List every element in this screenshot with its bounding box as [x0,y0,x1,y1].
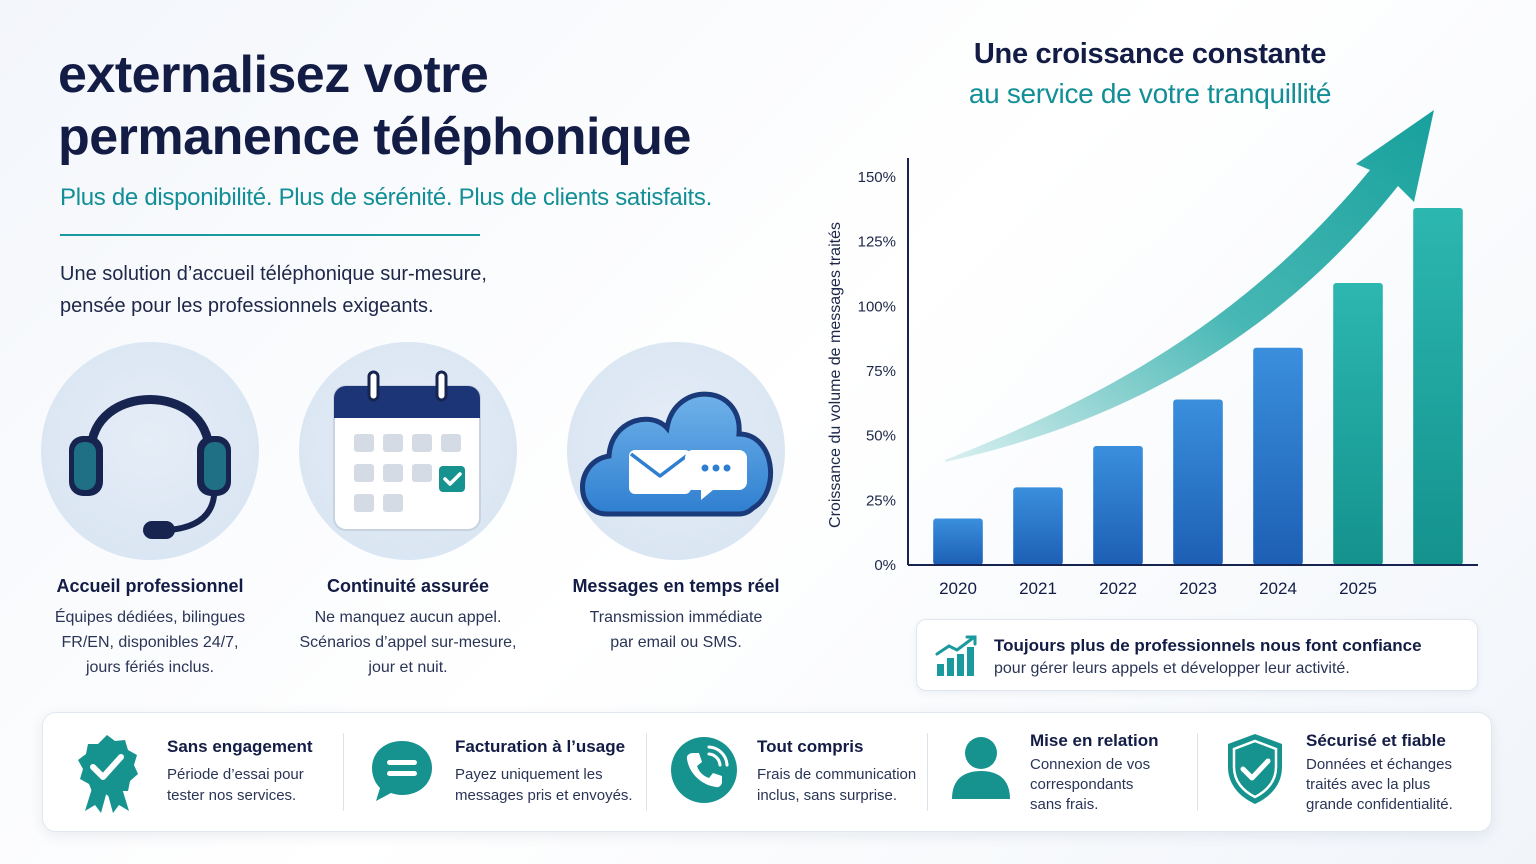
benefit-description: Payez uniquement les messages pris et en… [455,764,640,806]
growth-bar-chart: Croissance du volume de messages traités… [827,110,1478,598]
bar-2022 [1093,446,1143,565]
chart-title: Une croissance constante [973,38,1327,70]
bar-2020 [933,518,983,565]
feature-accueil: Accueil professionnel Équipes dédiées, b… [20,342,280,680]
page-title: externalisez votre permanence téléphoniq… [58,44,778,168]
feature-description: Équipes dédiées, bilingues FR/EN, dispon… [20,605,280,680]
x-tick-label: 2020 [939,579,977,598]
y-axis-label: Croissance du volume de messages traités [827,222,844,528]
benefit-desc-line: grande confidentialité. [1306,796,1453,813]
benefit-securise: Sécurisé et fiable Données et échanges t… [1198,713,1493,833]
trust-text: pour gérer leurs appels et développer le… [994,660,1350,677]
benefit-description: Connexion de vos correspondants sans fra… [1030,755,1190,815]
y-tick-label: 100% [858,298,896,315]
growth-chart-icon [935,635,977,676]
y-tick-label: 75% [866,363,896,380]
benefit-desc-line: traités avec la plus [1306,776,1431,793]
intro-line2: pensée pour les professionnels exigeants… [60,295,434,317]
feature-icon-circle [567,342,785,560]
feature-messages: Messages en temps réel Transmission immé… [546,342,806,655]
benefit-description: Frais de communication inclus, sans surp… [757,764,927,806]
benefit-title: Sécurisé et fiable [1306,731,1446,750]
intro-line1: Une solution d’accueil téléphonique sur-… [60,263,487,285]
chart-subtitle: au service de votre tranquillité [968,78,1332,109]
bar-2025 [1333,283,1383,565]
page-title-line1: externalisez votre [58,46,489,104]
benefit-description: Données et échanges traités avec la plus… [1306,755,1486,815]
feature-desc-line: FR/EN, disponibles 24/7, [61,634,239,651]
benefit-separator [646,733,647,811]
feature-continuite: Continuité assurée Ne manquez aucun appe… [278,342,538,680]
benefit-sans-engagement: Sans engagement Période d’essai pour tes… [43,713,343,833]
x-tick-label: 2021 [1019,579,1057,598]
calendar-icon [333,370,481,531]
header-divider [60,234,480,236]
benefit-desc-line: sans frais. [1030,796,1099,813]
trust-banner: Toujours plus de professionnels nous fon… [916,619,1478,691]
feature-desc-line: jours fériés inclus. [85,659,215,676]
bar-series-7 [1413,208,1463,565]
y-tick-label: 125% [858,234,896,251]
bar-2024 [1253,347,1303,565]
benefit-separator [1197,733,1198,811]
x-tick-label: 2025 [1339,579,1377,598]
page-subtitle: Plus de disponibilité. Plus de sérénité.… [60,184,712,211]
y-tick-label: 25% [866,492,896,509]
bar-2021 [1013,487,1063,565]
benefit-desc-line: Connexion de vos [1030,756,1151,773]
benefit-desc-line: inclus, sans surprise. [757,787,898,804]
feature-description: Ne manquez aucun appel. Scénarios d’appe… [278,605,538,680]
intro-text: Une solution d’accueil téléphonique sur-… [60,258,580,322]
benefit-separator [927,733,928,811]
badge-check-icon [78,735,138,813]
chat-bubble-icon [372,741,432,801]
benefit-title: Mise en relation [1030,731,1159,750]
feature-desc-line: Ne manquez aucun appel. [314,609,502,626]
benefit-title: Tout compris [757,737,864,756]
feature-desc-line: jour et nuit. [368,659,448,676]
trust-title: Toujours plus de professionnels nous fon… [994,636,1422,655]
x-tick-label: 2024 [1259,579,1297,598]
benefit-tout-compris: Tout compris Frais de communication incl… [647,713,927,833]
bar-2023 [1173,399,1223,565]
benefit-facturation: Facturation à l’usage Payez uniquement l… [344,713,644,833]
y-tick-label: 150% [858,169,896,186]
feature-description: Transmission immédiate par email ou SMS. [546,605,806,655]
page-title-line2: permanence téléphonique [58,108,691,166]
benefit-desc-line: correspondants [1030,776,1134,793]
trend-arrow [945,110,1434,462]
benefit-desc-line: Période d’essai pour [167,766,304,783]
y-tick-label: 0% [874,557,896,574]
feature-desc-line: Transmission immédiate [589,609,763,626]
headset-icon [69,395,231,539]
benefit-title: Facturation à l’usage [455,737,626,756]
benefit-desc-line: messages pris et envoyés. [455,787,633,804]
feature-desc-line: par email ou SMS. [610,634,742,651]
benefits-bar: Sans engagement Période d’essai pour tes… [42,712,1492,832]
feature-icon-circle [299,342,517,560]
feature-title: Messages en temps réel [572,576,780,596]
feature-icon-circle [41,342,259,560]
x-tick-label: 2023 [1179,579,1217,598]
benefit-desc-line: Payez uniquement les [455,766,603,783]
benefit-desc-line: Données et échanges [1306,756,1452,773]
benefit-title: Sans engagement [167,737,313,756]
shield-check-icon [1228,734,1282,804]
phone-call-icon [671,737,737,803]
x-tick-label: 2022 [1099,579,1137,598]
feature-desc-line: Scénarios d’appel sur-mesure, [299,634,517,651]
feature-desc-line: Équipes dédiées, bilingues [54,609,246,626]
user-icon [952,737,1010,799]
feature-title: Accueil professionnel [56,576,244,596]
benefit-mise-en-relation: Mise en relation Connexion de vos corres… [928,713,1198,833]
y-tick-label: 50% [866,428,896,445]
feature-title: Continuité assurée [326,576,490,596]
benefit-desc-line: tester nos services. [167,787,297,804]
cloud-message-icon [580,391,774,517]
benefit-description: Période d’essai pour tester nos services… [167,764,337,806]
benefit-separator [343,733,344,811]
benefit-desc-line: Frais de communication [757,766,917,783]
